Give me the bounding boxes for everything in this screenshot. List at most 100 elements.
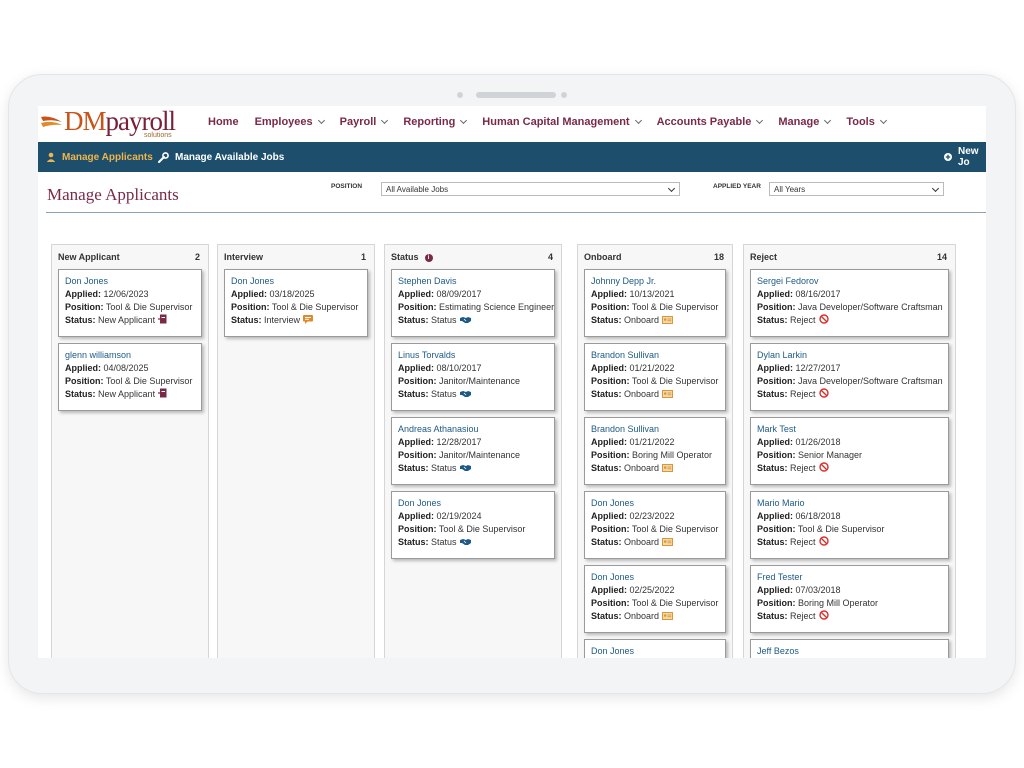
applied-date-label: Applied: [65,363,101,373]
nav-item-payroll[interactable]: Payroll [340,116,389,128]
applicant-card[interactable]: Sergei Fedorov Applied: 08/16/2017 Positio… [750,269,949,337]
column-title: New Applicant [58,252,120,262]
status-line: Status: Status [398,314,554,328]
handshake-icon [459,537,471,550]
applicant-name-link[interactable]: Andreas Athanasiou [398,424,479,434]
applicant-card[interactable]: glenn williamson Applied: 04/08/2025 Posit… [58,343,202,411]
applied-date-label: Applied: [757,363,793,373]
chevron-down-icon [667,184,676,193]
camera-dot-left [457,92,463,98]
applicant-name-link[interactable]: Don Jones [65,276,109,286]
applicant-card[interactable]: Dylan Larkin Applied: 12/27/2017 Position:… [750,343,949,411]
applicant-card[interactable]: Brandon Sullivan Applied: 01/21/2022 Posit… [584,343,726,411]
applied-position-label: Position: [65,376,104,386]
applicant-card[interactable]: Jeff Bezos [750,639,949,658]
nav-item-accounts-payable[interactable]: Accounts Payable [657,116,764,128]
applied-date-value: 08/10/2017 [436,363,482,373]
info-icon[interactable]: i [424,254,433,262]
applied-position-label: Position: [398,302,437,312]
applicant-card[interactable]: Don Jones Applied: 02/25/2022 Position: To… [584,565,726,633]
applied-position-label: Position: [591,302,630,312]
reject-icon [818,314,829,328]
applicant-name-link[interactable]: Brandon Sullivan [591,424,660,434]
camera-bar [476,92,556,98]
applicant-name-link[interactable]: Mario Mario [757,498,805,508]
nav-item-home[interactable]: Home [208,116,239,128]
applicant-name-link[interactable]: Fred Tester [757,572,803,582]
applied-date-line: Applied: 01/26/2018 [757,436,948,449]
id-card-icon [662,537,674,550]
applicant-card[interactable]: Don Jones Applied: 03/18/2025 Position: To… [224,269,368,337]
applicant-card[interactable]: Fred Tester Applied: 07/03/2018 Position: … [750,565,949,633]
applicant-card[interactable]: Linus Torvalds Applied: 08/10/2017 Positio… [391,343,555,411]
nav-item-tools[interactable]: Tools [846,116,887,128]
applied-year-select[interactable]: All Years [769,182,944,196]
applied-position-line: Position: Boring Mill Operator [757,597,948,610]
nav-item-label: Reporting [403,116,456,128]
applicant-name-link[interactable]: glenn williamson [65,350,132,360]
applied-date-label: Applied: [757,437,793,447]
applicant-card[interactable]: Don Jones Applied: 02/23/2022 Position: To… [584,491,726,559]
applicant-card[interactable]: Mario Mario Applied: 06/18/2018 Position: … [750,491,949,559]
status-value: Status [431,389,457,399]
column-header: Interview 1 [224,252,366,262]
applicant-name-link[interactable]: Don Jones [231,276,275,286]
nav-item-reporting[interactable]: Reporting [403,116,468,128]
status-value: Onboard [624,389,660,399]
applicant-name-link[interactable]: Don Jones [591,646,635,656]
applicant-name-link[interactable]: Johnny Depp Jr. [591,276,657,286]
applied-date-label: Applied: [757,511,793,521]
nav-item-manage[interactable]: Manage [778,116,832,128]
applicant-card[interactable]: Mark Test Applied: 01/26/2018 Position: Se… [750,417,949,485]
column-header: Status i 4 [391,252,553,262]
applied-date-line: Applied: 08/10/2017 [398,362,554,375]
nav-item-human-capital-management[interactable]: Human Capital Management [482,116,642,128]
applicant-name-link[interactable]: Don Jones [591,572,635,582]
applicant-name-link[interactable]: Stephen Davis [398,276,457,286]
applied-position-label: Position: [757,450,796,460]
applicant-card[interactable]: Don Jones Applied: 12/06/2023 Position: To… [58,269,202,337]
applicant-name-link[interactable]: Don Jones [398,498,442,508]
applicant-name-link[interactable]: Jeff Bezos [757,646,799,656]
position-select[interactable]: All Available Jobs [381,182,680,196]
applicant-name-link[interactable]: Sergei Fedorov [757,276,819,286]
nav-item-label: Manage [778,116,820,128]
id-card-icon [662,463,674,476]
reject-icon [818,462,829,476]
manage-available-jobs-link[interactable]: Manage Available Jobs [158,142,284,172]
new-job-button[interactable]: New Jo [944,142,986,172]
applied-date-label: Applied: [398,289,434,299]
app-screen: DMpayroll solutions Home Employees Payroll… [38,106,986,658]
applicant-name-link[interactable]: Linus Torvalds [398,350,456,360]
applicant-card[interactable]: Don Jones Applied: 02/19/2024 Position: To… [391,491,555,559]
applicant-card[interactable]: Stephen Davis Applied: 08/09/2017 Position… [391,269,555,337]
applicant-card[interactable]: Johnny Depp Jr. Applied: 10/13/2021 Positi… [584,269,726,337]
reject-icon [818,536,829,550]
applied-date-value: 08/16/2017 [795,289,841,299]
applicant-name-link[interactable]: Don Jones [591,498,635,508]
applicant-card[interactable]: Andreas Athanasiou Applied: 12/28/2017 Pos… [391,417,555,485]
handshake-icon [459,463,471,476]
wrench-icon [158,151,169,163]
dmpayroll-logo[interactable]: DMpayroll solutions [40,106,180,140]
status-line: Status: Status [398,536,554,550]
applicant-name-link[interactable]: Mark Test [757,424,796,434]
position-select-value: All Available Jobs [386,185,449,194]
applied-date-line: Applied: 07/03/2018 [757,584,948,597]
applicant-name-link[interactable]: Dylan Larkin [757,350,808,360]
applicant-card[interactable]: Don Jones [584,639,726,658]
applied-position-value: Estimating Science Engineer [439,302,555,312]
applied-date-label: Applied: [398,437,434,447]
status-value: Reject [790,315,816,325]
nav-item-employees[interactable]: Employees [255,116,325,128]
applied-date-label: Applied: [591,511,627,521]
applicant-card[interactable]: Brandon Sullivan Applied: 01/21/2022 Posit… [584,417,726,485]
applicant-name-link[interactable]: Brandon Sullivan [591,350,660,360]
applied-position-label: Position: [591,450,630,460]
status-value: New Applicant [98,315,156,325]
status-label: Status: [65,389,96,399]
manage-applicants-link[interactable]: Manage Applicants [46,142,153,172]
status-label: Status: [398,463,429,473]
nav-item-label: Tools [846,116,875,128]
applied-position-line: Position: Janitor/Maintenance [398,449,554,462]
